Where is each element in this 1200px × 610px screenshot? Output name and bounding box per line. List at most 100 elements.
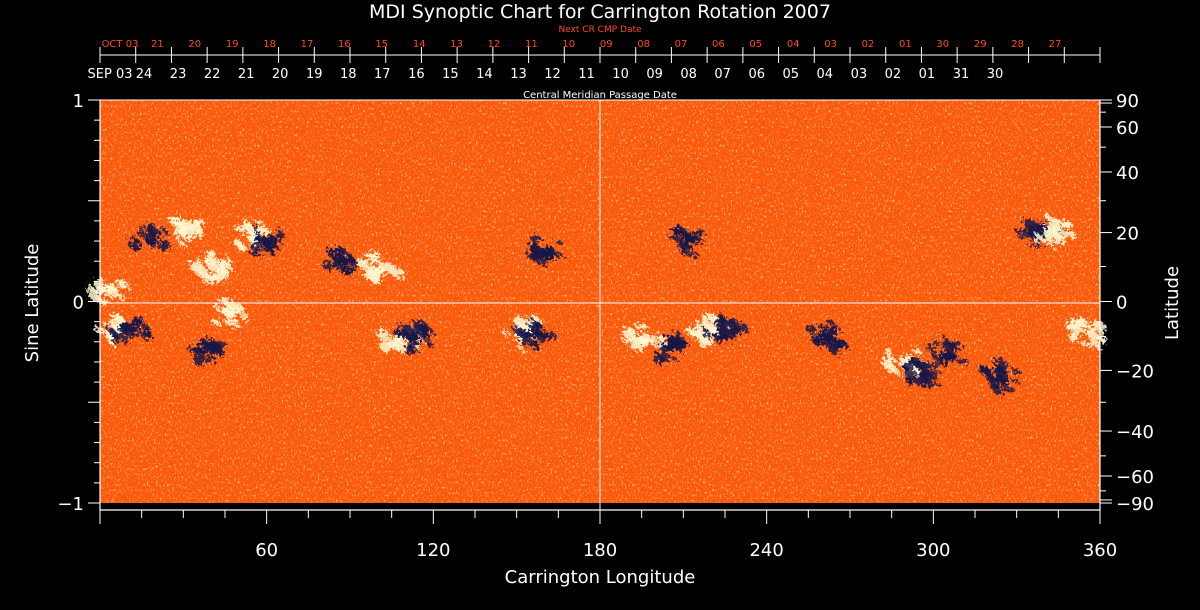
negative-active-region — [525, 235, 564, 266]
y-right-tick-label: 0 — [1116, 293, 1127, 314]
next-cr-date-label: 12 — [488, 39, 501, 50]
y-right-tick-label: −40 — [1116, 422, 1154, 443]
next-cr-date-label: 17 — [301, 39, 314, 50]
cmp-date-label: 14 — [476, 67, 493, 82]
next-cr-date-label: 10 — [562, 39, 575, 50]
negative-active-region — [249, 223, 285, 257]
y-right-tick-label: 90 — [1116, 91, 1139, 112]
y-left-tick-label: 1 — [73, 91, 84, 112]
magnetogram-map — [85, 100, 1107, 503]
y-right-tick-label: −60 — [1116, 467, 1154, 488]
next-cr-date-label: 08 — [637, 39, 650, 50]
next-cr-axis-label: Next CR CMP Date — [558, 25, 642, 35]
negative-active-region — [978, 358, 1021, 396]
next-cr-axis: Next CR CMP Date OCT 03 21 20 19 18 17 16 15 14 1… — [99, 25, 1101, 56]
cmp-date-label: 12 — [544, 67, 561, 82]
cmp-date-label: 24 — [136, 67, 153, 82]
positive-active-region — [168, 217, 205, 248]
x-tick-label: 120 — [416, 540, 450, 561]
next-cr-date-label: 06 — [712, 39, 725, 50]
next-cr-date-label: 20 — [188, 39, 201, 50]
cmp-date-label: 16 — [408, 67, 425, 82]
y-left-ticks: 1 0 −1 — [57, 91, 100, 515]
negative-active-region — [702, 313, 749, 343]
negative-active-region — [926, 337, 969, 367]
x-tick-label: 360 — [1083, 540, 1117, 561]
x-axis-ticks: 60 120 180 240 300 360 — [99, 510, 1117, 561]
y-right-tick-label: 40 — [1116, 163, 1139, 184]
y-right-ticks: 90 60 40 20 0 −20 −40 −60 −90 — [1100, 91, 1154, 515]
cmp-date-label: 22 — [204, 67, 221, 82]
y-right-tick-label: 60 — [1116, 118, 1139, 139]
negative-active-region — [106, 316, 153, 346]
cmp-date-label: 04 — [817, 67, 834, 82]
y-left-tick-label: 0 — [73, 293, 84, 314]
cmp-date-label: 19 — [306, 67, 323, 82]
y-right-tick-label: 20 — [1116, 224, 1139, 245]
cmp-date-label: 30 — [987, 67, 1004, 82]
next-cr-date-label: 30 — [936, 39, 949, 50]
x-axis-label: Carrington Longitude — [505, 567, 696, 588]
cmp-date-label: 01 — [919, 67, 936, 82]
y-axis-label-right: Latitude — [1162, 266, 1183, 340]
cmp-date-label: 06 — [748, 67, 765, 82]
positive-active-region — [1033, 212, 1077, 249]
y-right-tick-label: −20 — [1116, 361, 1154, 382]
negative-active-region — [322, 246, 358, 276]
cmp-date-label: 05 — [782, 67, 799, 82]
x-tick-label: 60 — [255, 540, 278, 561]
next-cr-date-label: 03 — [824, 39, 837, 50]
cmp-date-label: 31 — [953, 67, 970, 82]
negative-active-region — [128, 222, 171, 252]
cmp-axis: SEP 03 24 23 22 21 20 19 18 17 16 15 14 13 12 11 10 09 08… — [88, 55, 1101, 101]
cmp-date-label: 10 — [612, 67, 629, 82]
y-right-tick-label: −90 — [1116, 494, 1154, 515]
next-cr-date-label: 19 — [226, 39, 239, 50]
next-cr-date-label: 16 — [338, 39, 351, 50]
x-tick-label: 180 — [583, 540, 617, 561]
x-tick-label: 300 — [916, 540, 950, 561]
next-cr-date-label: 11 — [525, 39, 538, 50]
cmp-date-label: 02 — [885, 67, 902, 82]
cmp-date-label: 20 — [272, 67, 289, 82]
next-cr-date-label: 05 — [749, 39, 762, 50]
cmp-date-label: 15 — [442, 67, 459, 82]
cmp-axis-label: Central Meridian Passage Date — [523, 90, 677, 101]
next-cr-date-label: 21 — [151, 39, 164, 50]
negative-active-region — [667, 225, 706, 258]
next-cr-date-label: 02 — [862, 39, 875, 50]
next-cr-date-label: 07 — [675, 39, 688, 50]
negative-active-region — [512, 319, 557, 349]
x-tick-label: 240 — [749, 540, 783, 561]
next-cr-date-label: 18 — [263, 39, 276, 50]
y-axis-label-left: Sine Latitude — [22, 244, 43, 363]
cmp-date-label: 13 — [510, 67, 527, 82]
cmp-date-label: 07 — [714, 67, 731, 82]
positive-active-region — [356, 251, 405, 284]
next-cr-date-label: OCT 03 — [102, 39, 139, 50]
next-cr-date-label: 29 — [974, 39, 987, 50]
positive-active-region — [235, 220, 271, 253]
next-cr-date-label: 15 — [375, 39, 388, 50]
negative-active-region — [391, 320, 434, 356]
negative-active-region — [806, 319, 848, 355]
cmp-date-label: 23 — [170, 67, 187, 82]
cmp-date-label: 03 — [851, 67, 868, 82]
next-cr-date-label: 13 — [450, 39, 463, 50]
next-cr-date-label: 09 — [600, 39, 613, 50]
chart-title: MDI Synoptic Chart for Carrington Rotati… — [369, 1, 831, 23]
negative-active-region — [186, 337, 227, 366]
cmp-date-label: 17 — [374, 67, 391, 82]
cmp-date-label: 21 — [238, 67, 255, 82]
next-cr-date-label: 14 — [413, 39, 426, 50]
cmp-date-label: 18 — [340, 67, 357, 82]
y-left-tick-label: −1 — [57, 494, 84, 515]
negative-active-region — [902, 357, 943, 387]
positive-active-region — [189, 249, 234, 284]
positive-active-region — [212, 298, 248, 327]
cmp-date-label: SEP 03 — [88, 67, 133, 82]
cmp-date-label: 11 — [578, 67, 595, 82]
next-cr-date-label: 28 — [1011, 39, 1024, 50]
cmp-date-label: 09 — [646, 67, 663, 82]
